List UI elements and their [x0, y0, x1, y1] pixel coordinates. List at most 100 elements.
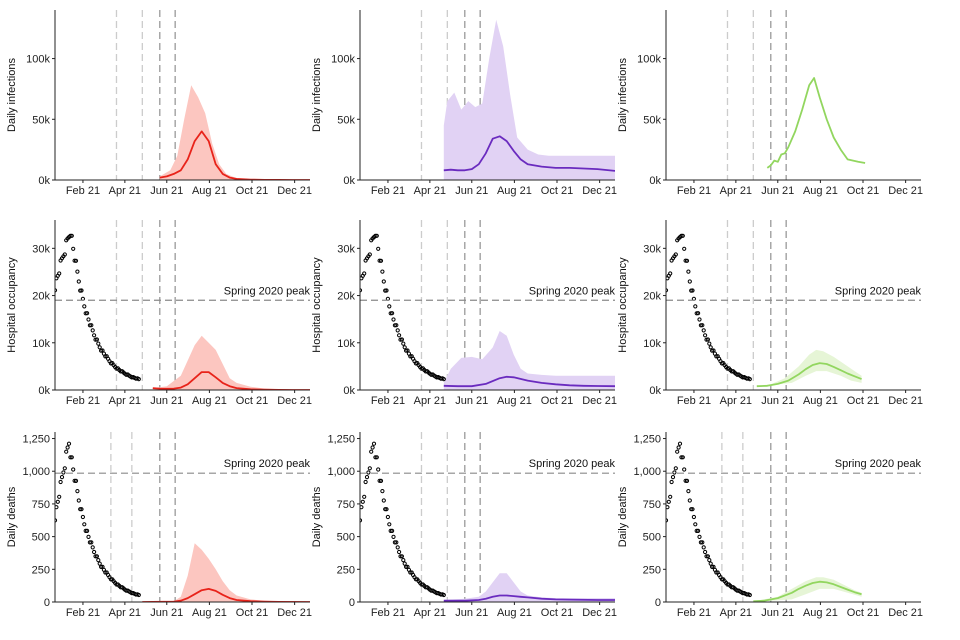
panel-infections-purple: 0k 50k 100k Feb 21 Apr 21 Jun 21 Aug 21 Oct 21 D…	[311, 10, 617, 197]
observed-point	[371, 441, 377, 446]
observed-point	[390, 311, 395, 316]
plot-area	[360, 432, 615, 602]
observed-point	[96, 341, 101, 346]
observed-point	[86, 534, 91, 540]
y-tick-label: 20k	[32, 291, 50, 303]
x-tick-label: Jun 21	[455, 607, 488, 619]
observed-point	[381, 498, 386, 503]
observed-point	[408, 570, 413, 575]
central-projection-line	[443, 375, 615, 388]
observed-point	[92, 333, 97, 338]
x-tick-label: Oct 21	[847, 607, 879, 619]
observed-point	[696, 311, 701, 316]
observed-point	[79, 507, 84, 512]
observed-point	[693, 522, 698, 527]
observed-point	[394, 323, 399, 328]
y-tick-label: 0k	[343, 175, 355, 187]
y-tick-label: 100k	[637, 54, 661, 66]
observed-point	[401, 558, 406, 563]
observed-point	[376, 467, 381, 472]
y-tick-label: 0	[349, 597, 355, 609]
observed-point	[94, 337, 100, 342]
observed-point	[362, 494, 367, 499]
observed-point	[66, 441, 72, 446]
central-projection-line	[766, 77, 866, 169]
observed-point	[714, 570, 719, 575]
x-tick-label: Oct 21	[541, 607, 573, 619]
observed-point	[83, 528, 88, 534]
observed-point	[85, 528, 90, 534]
observed-point	[404, 564, 409, 570]
y-tick-label: 0	[44, 597, 50, 609]
y-tick-label: 10k	[32, 338, 50, 350]
y-tick-label: 1,250	[22, 434, 50, 446]
observed-point	[698, 540, 704, 545]
x-tick-label: Jun 21	[150, 185, 183, 197]
observed-point	[385, 514, 390, 520]
observed-point	[673, 252, 678, 257]
observed-point	[399, 554, 404, 559]
spring-2020-peak-label: Spring 2020 peak	[529, 458, 616, 470]
observed-point	[666, 505, 670, 510]
uncertainty-band	[159, 85, 310, 180]
observed-point	[360, 288, 363, 293]
y-tick-label: 750	[337, 499, 355, 511]
y-tick-label: 750	[32, 499, 50, 511]
x-tick-label: Dec 21	[888, 185, 923, 197]
y-tick-label: 30k	[337, 243, 355, 255]
observed-point	[687, 498, 692, 503]
observed-point	[62, 466, 67, 471]
plot-area	[55, 432, 310, 602]
uncertainty-band	[753, 577, 862, 602]
observed-points	[666, 441, 752, 598]
observed-point	[57, 494, 62, 499]
observed-point	[367, 252, 372, 257]
observed-point	[697, 534, 702, 540]
observed-point	[97, 345, 102, 350]
observed-point	[55, 505, 59, 510]
y-tick-label: 250	[32, 564, 50, 576]
x-tick-label: Aug 21	[192, 185, 227, 197]
observed-points	[360, 233, 446, 382]
y-axis-label: Daily infections	[6, 58, 18, 132]
y-tick-label: 500	[337, 532, 355, 544]
observed-point	[360, 518, 363, 523]
x-tick-label: Feb 21	[66, 607, 100, 619]
observed-point	[747, 377, 752, 382]
central-projection-line	[443, 594, 615, 602]
x-tick-label: Jun 21	[761, 185, 794, 197]
y-axis-label: Daily infections	[311, 58, 323, 132]
y-axis-label: Daily deaths	[311, 486, 323, 547]
observed-point	[705, 554, 711, 559]
observed-point	[367, 466, 372, 471]
observed-point	[391, 317, 396, 322]
y-axis-label: Daily deaths	[6, 486, 18, 547]
y-axis-label: Hospital occupancy	[311, 257, 323, 353]
x-tick-label: Jun 21	[761, 607, 794, 619]
observed-point	[672, 470, 677, 475]
x-tick-label: Oct 21	[541, 395, 573, 407]
observed-point	[398, 554, 403, 559]
x-tick-label: Apr 21	[720, 607, 752, 619]
observed-point	[90, 545, 95, 550]
y-axis-label: Daily infections	[617, 58, 629, 132]
plot-area	[115, 10, 310, 180]
y-tick-label: 50k	[32, 114, 50, 126]
observed-point	[710, 564, 715, 570]
observed-point	[76, 279, 81, 284]
observed-point	[97, 561, 102, 566]
observed-points	[55, 233, 141, 382]
observed-point	[79, 288, 84, 293]
observed-point	[61, 470, 66, 475]
x-tick-label: Jun 21	[455, 185, 488, 197]
y-tick-label: 30k	[32, 243, 50, 255]
observed-point	[68, 455, 73, 460]
uncertainty-band	[142, 543, 310, 602]
spring-2020-peak-label: Spring 2020 peak	[835, 285, 922, 297]
observed-point	[370, 445, 375, 450]
observed-point	[441, 592, 446, 598]
observed-point	[680, 233, 685, 238]
spring-2020-peak-label: Spring 2020 peak	[529, 285, 616, 297]
plot-area	[360, 220, 615, 390]
